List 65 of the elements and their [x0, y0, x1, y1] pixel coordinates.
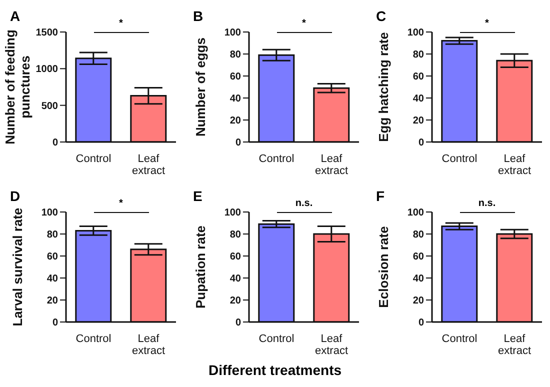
chart-title: D [10, 188, 20, 204]
x-tick-label: Leaf extract [314, 153, 348, 177]
significance-bracket: n.s. [276, 198, 332, 213]
y-tick-label: 0 [418, 318, 424, 329]
y-tick-label: 40 [230, 274, 242, 285]
y-axis-title: Eclosion rate [376, 226, 391, 308]
y-tick-label: 0 [418, 138, 424, 149]
x-tick-label: Leaf extract [132, 333, 166, 357]
y-tick-label: 80 [230, 230, 242, 241]
y-tick-label: 100 [224, 208, 242, 219]
y-tick-label: 80 [412, 230, 424, 241]
chart-title: E [193, 188, 202, 204]
y-tick-label: 20 [230, 116, 242, 127]
x-tick-label: Leaf extract [132, 153, 166, 177]
y-tick-label: 60 [230, 72, 242, 83]
x-tick-label: Control [76, 153, 112, 165]
y-tick-label: 40 [46, 274, 58, 285]
significance-bracket: * [460, 18, 514, 33]
x-tick-label: Control [258, 333, 294, 345]
chart-title: C [376, 8, 386, 24]
x-tick-label: Control [442, 153, 478, 165]
y-tick-label: 60 [46, 252, 58, 263]
y-tick-label: 60 [230, 252, 242, 263]
x-tick-label: Leaf extract [498, 333, 532, 357]
y-tick-label: 0 [52, 318, 58, 329]
x-tick-label: Control [442, 333, 478, 345]
y-tick-label: 20 [230, 296, 242, 307]
significance-bracket: n.s. [460, 198, 514, 213]
y-axis-title: Pupation rate [193, 225, 208, 309]
y-tick-label: 500 [41, 100, 58, 112]
y-tick-label: 100 [224, 28, 242, 39]
y-tick-label: 40 [412, 274, 424, 285]
significance-bracket: * [94, 18, 148, 33]
y-tick-label: 40 [230, 94, 242, 105]
x-axis-title: Different treatments [207, 362, 343, 378]
y-axis-title: Egg hatching rate [376, 32, 391, 142]
y-tick-label: 1000 [36, 64, 58, 76]
y-tick-label: 1500 [36, 28, 58, 39]
y-tick-label: 0 [235, 318, 242, 329]
y-axis-title: Number of feeding punctures [2, 30, 32, 144]
y-axis-title: Number of eggs [193, 38, 208, 136]
y-tick-label: 0 [52, 138, 58, 149]
significance-bracket: * [94, 198, 148, 213]
y-tick-label: 60 [412, 72, 424, 83]
x-tick-label: Control [258, 153, 294, 165]
y-tick-label: 60 [412, 252, 424, 263]
x-tick-label: Leaf extract [498, 153, 532, 177]
y-tick-label: 0 [235, 138, 242, 149]
y-tick-label: 100 [407, 28, 424, 39]
y-axis-title: Larval survival rate [10, 208, 25, 326]
y-tick-label: 80 [230, 50, 242, 61]
y-tick-label: 20 [412, 296, 424, 307]
y-tick-label: 100 [407, 208, 424, 219]
y-tick-label: 20 [46, 296, 58, 307]
y-tick-label: 40 [412, 94, 424, 105]
x-tick-label: Control [76, 333, 112, 345]
chart-title: A [10, 8, 20, 24]
significance-bracket: * [276, 18, 332, 33]
x-tick-label: Leaf extract [314, 333, 348, 357]
y-tick-label: 100 [41, 208, 58, 219]
y-tick-label: 20 [412, 116, 424, 127]
y-tick-label: 80 [412, 50, 424, 61]
chart-title: B [193, 8, 204, 24]
chart-title: F [376, 188, 385, 204]
y-tick-label: 80 [46, 230, 58, 241]
